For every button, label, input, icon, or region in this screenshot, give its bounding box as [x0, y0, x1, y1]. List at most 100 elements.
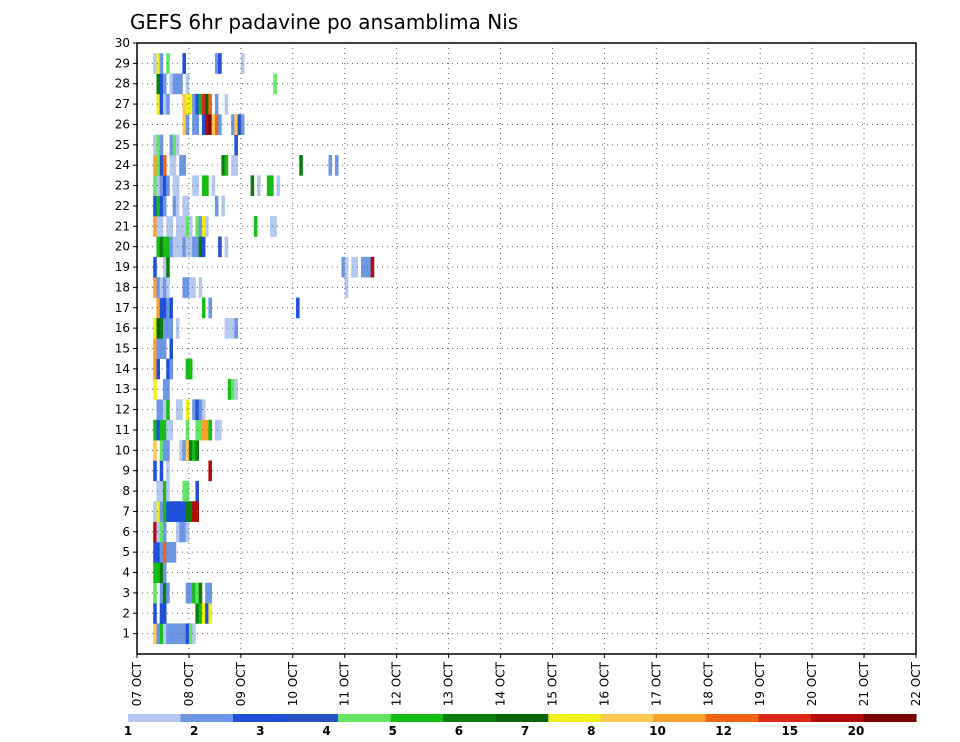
heatmap-cell — [156, 358, 161, 380]
heatmap-cell — [153, 134, 157, 156]
heatmap-cell — [156, 53, 161, 74]
heatmap-cell — [198, 236, 203, 258]
heatmap-cell — [156, 277, 161, 298]
colorbar-label: 2 — [190, 724, 198, 738]
y-tick-label: 10 — [115, 443, 130, 457]
heatmap-cell — [351, 256, 355, 278]
x-tick-label: 12 OCT — [390, 661, 404, 706]
colorbar-label: 15 — [781, 724, 798, 738]
y-tick-label: 11 — [115, 423, 130, 437]
heatmap-cell — [188, 440, 193, 461]
heatmap-cell — [234, 379, 238, 400]
heatmap-cell — [214, 53, 219, 74]
x-tick-label: 16 OCT — [597, 661, 611, 706]
heatmap-cell — [344, 277, 349, 298]
y-tick-label: 13 — [115, 382, 130, 396]
heatmap-cell — [221, 155, 225, 176]
heatmap-cell — [182, 623, 186, 645]
colorbar-swatch — [600, 714, 654, 722]
heatmap-cell — [192, 175, 196, 197]
heatmap-cell — [162, 582, 167, 604]
heatmap-cell — [153, 256, 157, 278]
heatmap-cell — [169, 236, 174, 258]
heatmap-cell — [201, 114, 206, 135]
heatmap-cell — [162, 419, 167, 441]
heatmap-cell — [224, 317, 229, 339]
heatmap-cell — [208, 297, 212, 319]
heatmap-cell — [224, 236, 229, 258]
heatmap-cell — [156, 623, 161, 645]
heatmap-cell — [162, 379, 167, 400]
colorbar-swatch — [548, 714, 602, 722]
heatmap-cell — [198, 93, 203, 115]
y-tick-label: 20 — [115, 240, 130, 254]
heatmap-cell — [192, 114, 196, 135]
heatmap-cell — [169, 134, 174, 156]
heatmap-cell — [159, 603, 164, 624]
heatmap-cell — [156, 73, 161, 95]
heatmap-cell — [192, 236, 196, 258]
heatmap-cell — [192, 399, 196, 421]
heatmap-cell — [159, 541, 164, 563]
heatmap-cell — [162, 195, 167, 217]
heatmap-cell — [266, 175, 271, 197]
y-tick-label: 22 — [115, 199, 130, 213]
heatmap-cell — [153, 582, 157, 604]
heatmap-cell — [162, 155, 167, 176]
heatmap-cell — [205, 603, 209, 624]
heatmap-cell — [159, 501, 164, 522]
heatmap-cell — [153, 623, 157, 645]
colorbar-swatch — [758, 714, 812, 722]
heatmap-cell — [192, 501, 196, 522]
heatmap-cell — [182, 114, 186, 135]
heatmap-cell — [201, 236, 206, 258]
heatmap-cell — [153, 501, 157, 522]
colorbar-label: 4 — [322, 724, 330, 738]
heatmap-cell — [227, 379, 232, 400]
heatmap-cell — [201, 603, 206, 624]
heatmap-cell — [234, 134, 238, 156]
heatmap-cell — [344, 256, 349, 278]
colorbar-swatch — [863, 714, 917, 722]
heatmap-cell — [169, 338, 174, 359]
heatmap-cell — [179, 236, 183, 258]
heatmap-cell — [205, 216, 209, 237]
heatmap-cell — [276, 175, 281, 197]
heatmap-cell — [273, 216, 277, 237]
heatmap-cell — [367, 256, 371, 278]
heatmap-cell — [179, 623, 183, 645]
heatmap-cell — [182, 216, 186, 237]
heatmap-cell — [198, 216, 203, 237]
heatmap-cell — [208, 419, 212, 441]
heatmap-cell — [188, 93, 193, 115]
heatmap-cell — [169, 317, 174, 339]
heatmap-cell — [153, 440, 157, 461]
heatmap-cell — [214, 419, 219, 441]
heatmap-cell — [162, 338, 167, 359]
colorbar-label: 7 — [521, 724, 529, 738]
x-tick-label: 22 OCT — [909, 661, 923, 706]
heatmap-cell — [224, 93, 229, 115]
heatmap-cell — [188, 277, 193, 298]
heatmap-cell — [156, 419, 161, 441]
heatmap-cell — [201, 93, 206, 115]
heatmap-cell — [156, 236, 161, 258]
heatmap-cell — [159, 521, 164, 543]
y-tick-label: 5 — [122, 545, 130, 559]
colorbar-swatch — [495, 714, 549, 722]
heatmap-cell — [211, 114, 216, 135]
heatmap-cell — [159, 338, 164, 359]
heatmap-cell — [253, 216, 258, 237]
y-tick-label: 25 — [115, 138, 130, 152]
heatmap-cell — [208, 114, 212, 135]
heatmap-cell — [156, 562, 161, 584]
heatmap-cell — [153, 379, 157, 400]
y-tick-label: 3 — [122, 586, 130, 600]
heatmap-cell — [214, 114, 219, 135]
heatmap-cell — [192, 440, 196, 461]
heatmap-cell — [159, 623, 164, 645]
heatmap-cell — [156, 480, 161, 502]
heatmap-cell — [208, 582, 212, 604]
y-tick-label: 18 — [115, 280, 130, 294]
heatmap-cell — [198, 419, 203, 441]
